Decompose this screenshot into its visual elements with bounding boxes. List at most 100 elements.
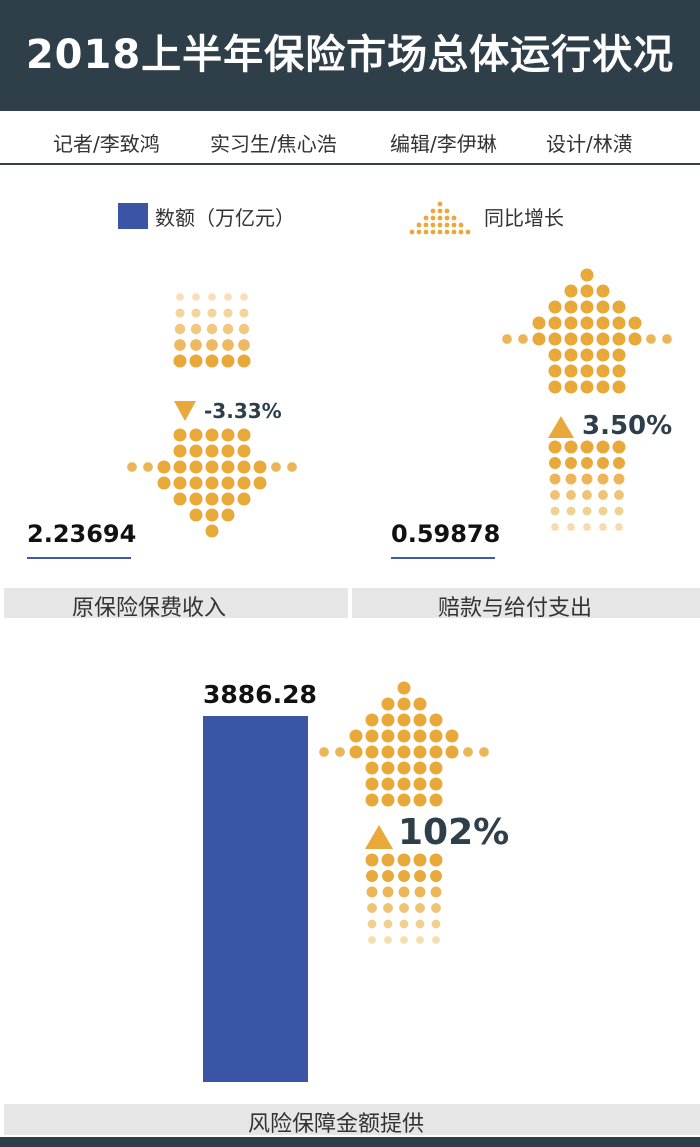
growth-arrow-0-dot bbox=[238, 323, 250, 335]
growth-arrow-1-dot bbox=[662, 334, 672, 344]
growth-arrow-2-dot bbox=[432, 936, 440, 944]
growth-arrow-2-dot bbox=[382, 886, 394, 898]
premium-category-label: 原保险保费收入 bbox=[72, 596, 227, 621]
credit-reporter: 记者/李致鸿 bbox=[53, 132, 160, 156]
growth-arrow-2-dot bbox=[415, 903, 425, 913]
growth-arrow-2-dot bbox=[445, 729, 459, 743]
legend-dot bbox=[430, 222, 436, 228]
legend-dot bbox=[437, 222, 443, 228]
growth-arrow-0-dot bbox=[239, 308, 249, 318]
growth-arrow-2-dot bbox=[383, 919, 393, 929]
growth-arrow-1-dot bbox=[596, 316, 610, 330]
growth-arrow-1-dot bbox=[598, 506, 608, 516]
growth-arrow-2-dot bbox=[429, 793, 443, 807]
growth-arrow-2-dot bbox=[365, 745, 379, 759]
growth-arrow-1-dot bbox=[550, 490, 560, 500]
growth-arrow-0-dot bbox=[224, 293, 232, 301]
growth-arrow-2-dot bbox=[399, 919, 409, 929]
growth-arrow-0-dot bbox=[157, 460, 171, 474]
growth-arrow-0-dot bbox=[222, 323, 234, 335]
growth-arrow-1-dot bbox=[612, 348, 626, 362]
legend-dot bbox=[423, 215, 429, 221]
premium-value: 2.23694 bbox=[27, 520, 137, 548]
growth-arrow-0-dot bbox=[221, 354, 235, 368]
growth-arrow-1-dot bbox=[548, 300, 562, 314]
legend-dot bbox=[423, 229, 429, 235]
growth-arrow-2-dot bbox=[381, 729, 395, 743]
growth-arrow-1-dot bbox=[549, 457, 561, 469]
growth-arrow-2-dot bbox=[397, 777, 411, 791]
growth-arrow-1-dot bbox=[612, 380, 626, 394]
growth-arrow-0-dot bbox=[190, 339, 202, 351]
growth-arrow-1-dot bbox=[628, 316, 642, 330]
growth-arrow-1-dot bbox=[628, 332, 642, 346]
legend-dot bbox=[437, 208, 443, 214]
claims-value: 0.59878 bbox=[391, 520, 501, 548]
legend-growth-label: 同比增长 bbox=[484, 206, 564, 230]
growth-arrow-1-dot bbox=[614, 490, 624, 500]
claims-up-arrow-icon bbox=[502, 268, 672, 531]
growth-arrow-2-dot bbox=[381, 777, 395, 791]
growth-arrow-1-dot bbox=[615, 523, 623, 531]
growth-arrow-2-dot bbox=[397, 729, 411, 743]
credits-divider bbox=[0, 163, 700, 165]
growth-arrow-0-dot bbox=[221, 444, 235, 458]
growth-arrow-2-dot bbox=[413, 853, 427, 867]
growth-arrow-1-dot bbox=[582, 506, 592, 516]
growth-arrow-2-dot bbox=[445, 745, 459, 759]
coverage-value: 3886.28 bbox=[203, 680, 317, 709]
growth-arrow-0-dot bbox=[287, 462, 297, 472]
growth-arrow-1-dot bbox=[518, 334, 528, 344]
growth-arrow-2-dot bbox=[463, 747, 473, 757]
premium-down-triangle-icon bbox=[174, 401, 196, 421]
legend-dot bbox=[416, 222, 422, 228]
growth-arrow-2-dot bbox=[381, 713, 395, 727]
legend-dot bbox=[458, 229, 464, 235]
growth-arrow-1-dot bbox=[646, 334, 656, 344]
growth-arrow-0-dot bbox=[237, 354, 251, 368]
growth-arrow-0-dot bbox=[173, 476, 187, 490]
growth-arrow-1-dot bbox=[580, 316, 594, 330]
legend-dot bbox=[444, 229, 450, 235]
growth-arrow-1-dot bbox=[580, 364, 594, 378]
coverage-up-arrow-icon bbox=[319, 681, 489, 944]
growth-arrow-1-dot bbox=[564, 348, 578, 362]
growth-arrow-0-dot bbox=[173, 444, 187, 458]
growth-arrow-1-dot bbox=[580, 284, 594, 298]
legend-dot bbox=[437, 229, 443, 235]
page-title: 2018上半年保险市场总体运行状况 bbox=[25, 32, 675, 78]
growth-arrow-2-dot bbox=[365, 853, 379, 867]
growth-arrow-0-dot bbox=[176, 293, 184, 301]
growth-arrow-1-dot bbox=[596, 440, 610, 454]
growth-arrow-2-dot bbox=[431, 903, 441, 913]
growth-arrow-2-dot bbox=[414, 886, 426, 898]
growth-arrow-1-dot bbox=[566, 506, 576, 516]
growth-arrow-0-dot bbox=[157, 476, 171, 490]
growth-arrow-0-dot bbox=[253, 476, 267, 490]
growth-arrow-2-dot bbox=[397, 697, 411, 711]
growth-arrow-1-dot bbox=[596, 332, 610, 346]
header-banner: 2018上半年保险市场总体运行状况 bbox=[0, 0, 700, 111]
growth-arrow-2-dot bbox=[335, 747, 345, 757]
coverage-up-triangle-icon bbox=[365, 825, 393, 849]
growth-arrow-2-dot bbox=[413, 793, 427, 807]
growth-arrow-2-dot bbox=[429, 713, 443, 727]
growth-arrow-1-dot bbox=[612, 440, 626, 454]
growth-arrow-2-dot bbox=[413, 713, 427, 727]
growth-arrow-1-dot bbox=[596, 284, 610, 298]
growth-arrow-1-dot bbox=[613, 473, 625, 485]
growth-arrow-2-dot bbox=[381, 853, 395, 867]
growth-arrow-0-dot bbox=[237, 492, 251, 506]
growth-arrow-0-dot bbox=[175, 308, 185, 318]
growth-arrow-1-dot bbox=[502, 334, 512, 344]
growth-arrow-2-dot bbox=[397, 745, 411, 759]
growth-arrow-1-dot bbox=[564, 300, 578, 314]
growth-arrow-2-dot bbox=[367, 919, 377, 929]
growth-arrow-0-dot bbox=[190, 323, 202, 335]
growth-arrow-2-dot bbox=[366, 870, 378, 882]
growth-arrow-1-dot bbox=[580, 380, 594, 394]
growth-arrow-1-dot bbox=[564, 440, 578, 454]
growth-arrow-2-dot bbox=[414, 870, 426, 882]
growth-arrow-1-dot bbox=[612, 332, 626, 346]
growth-arrow-1-dot bbox=[564, 380, 578, 394]
